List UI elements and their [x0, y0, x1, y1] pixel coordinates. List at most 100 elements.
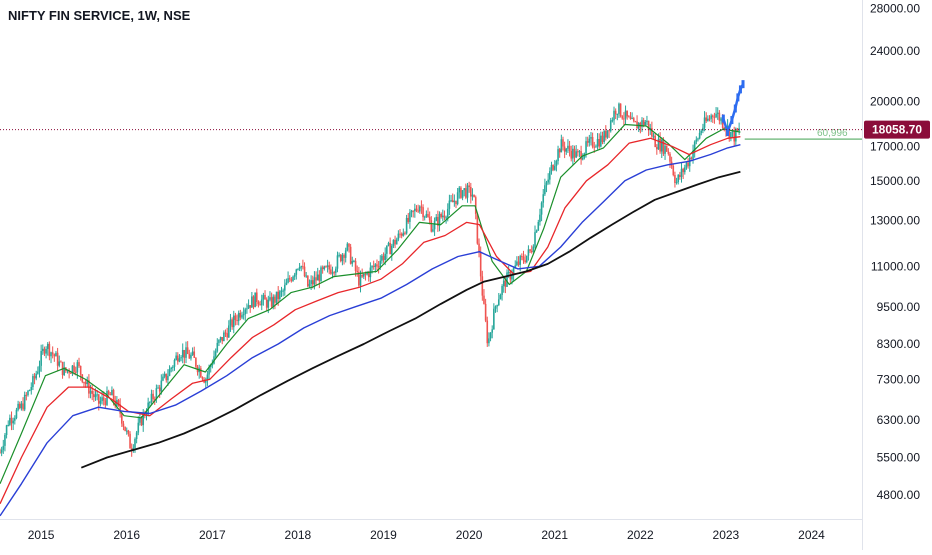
- candle-body: [76, 362, 79, 373]
- candle-body: [698, 132, 701, 139]
- candle-body: [483, 295, 485, 304]
- candle-body: [204, 379, 207, 383]
- candle-body: [260, 299, 263, 306]
- candle-body: [335, 268, 337, 273]
- projection-bar: [733, 104, 737, 113]
- candle-body: [30, 387, 33, 391]
- candle-body: [326, 265, 329, 267]
- candle-body: [381, 255, 383, 261]
- candle-body: [86, 380, 89, 385]
- candle-body: [157, 387, 159, 389]
- candle-body: [532, 246, 535, 252]
- candle-body: [616, 113, 619, 115]
- candle-body: [155, 388, 158, 400]
- last-price-label: 18058.70: [872, 123, 922, 137]
- ma-black-line: [80, 170, 741, 469]
- candle-body: [484, 303, 487, 321]
- candle-body: [618, 103, 620, 114]
- candle-body: [581, 157, 584, 160]
- candle-body: [491, 329, 494, 333]
- candle-body: [229, 319, 232, 326]
- candle-body: [10, 417, 13, 424]
- candle-body: [114, 400, 117, 407]
- candle-body: [0, 449, 3, 453]
- candle-body: [23, 394, 26, 410]
- candle-body: [570, 150, 573, 159]
- candle-body: [679, 174, 681, 178]
- candle-body: [358, 271, 360, 286]
- candle-body: [437, 216, 439, 226]
- candle-body: [519, 256, 521, 265]
- candle-body: [270, 297, 273, 307]
- candle-body: [473, 194, 475, 198]
- candle-body: [35, 373, 38, 379]
- ma-blue-line: [0, 144, 741, 517]
- candle-body: [504, 280, 507, 287]
- candle-body: [331, 272, 334, 274]
- candle-body: [201, 377, 204, 380]
- candle-body: [38, 365, 41, 372]
- candle-body: [713, 116, 716, 118]
- candle-body: [580, 151, 582, 160]
- candle-body: [42, 348, 44, 352]
- x-tick-label: 2016: [113, 528, 140, 542]
- candle-body: [432, 229, 434, 232]
- candle-body: [567, 145, 569, 149]
- candle-body: [53, 354, 56, 357]
- candle-body: [506, 272, 508, 287]
- candle-body: [418, 206, 421, 212]
- candle-body: [246, 308, 248, 310]
- candle-body: [96, 394, 98, 396]
- y-tick-label: 24000.00: [870, 44, 920, 58]
- candle-body: [685, 162, 688, 168]
- candle-body: [109, 394, 112, 396]
- candle-body: [185, 347, 187, 358]
- candle-body: [12, 420, 14, 424]
- candle-body: [14, 418, 16, 421]
- candle-body: [721, 118, 724, 128]
- candle-body: [442, 215, 444, 218]
- candle-body: [50, 352, 52, 357]
- candle-body: [17, 403, 19, 410]
- candle-body: [501, 286, 503, 295]
- candle-body: [232, 315, 235, 328]
- candle-body: [216, 342, 219, 352]
- candle-body: [516, 261, 518, 266]
- candle-body: [290, 279, 293, 281]
- candle-body: [710, 115, 712, 119]
- candle-body: [379, 260, 382, 268]
- candle-body: [234, 315, 237, 320]
- candle-body: [539, 214, 541, 222]
- candle-body: [231, 319, 233, 328]
- candle-body: [244, 309, 247, 315]
- candle-body: [68, 370, 70, 373]
- candle-body: [387, 242, 390, 246]
- x-tick-label: 2022: [627, 528, 654, 542]
- candle-body: [502, 280, 505, 287]
- candle-body: [83, 381, 85, 383]
- candle-body: [428, 217, 431, 221]
- y-tick-label: 8300.00: [877, 337, 921, 351]
- candle-body: [711, 115, 714, 117]
- candle-body: [728, 125, 731, 138]
- candle-body: [259, 304, 261, 306]
- candle-body: [364, 273, 367, 275]
- candle-body: [167, 375, 169, 381]
- candle-body: [470, 186, 472, 197]
- candle-body: [614, 110, 617, 115]
- candle-body: [448, 200, 451, 209]
- candle-body: [588, 138, 591, 143]
- projection-bar: [736, 93, 740, 102]
- candle-body: [129, 433, 131, 449]
- candle-body: [288, 278, 291, 280]
- candle-body: [307, 275, 309, 287]
- candle-body: [318, 274, 321, 282]
- candle-body: [269, 297, 271, 300]
- candle-body: [173, 359, 176, 367]
- candle-body: [544, 185, 546, 195]
- candle-body: [695, 139, 698, 142]
- candle-body: [460, 187, 462, 198]
- candle-body: [392, 239, 395, 246]
- candle-body: [414, 208, 416, 212]
